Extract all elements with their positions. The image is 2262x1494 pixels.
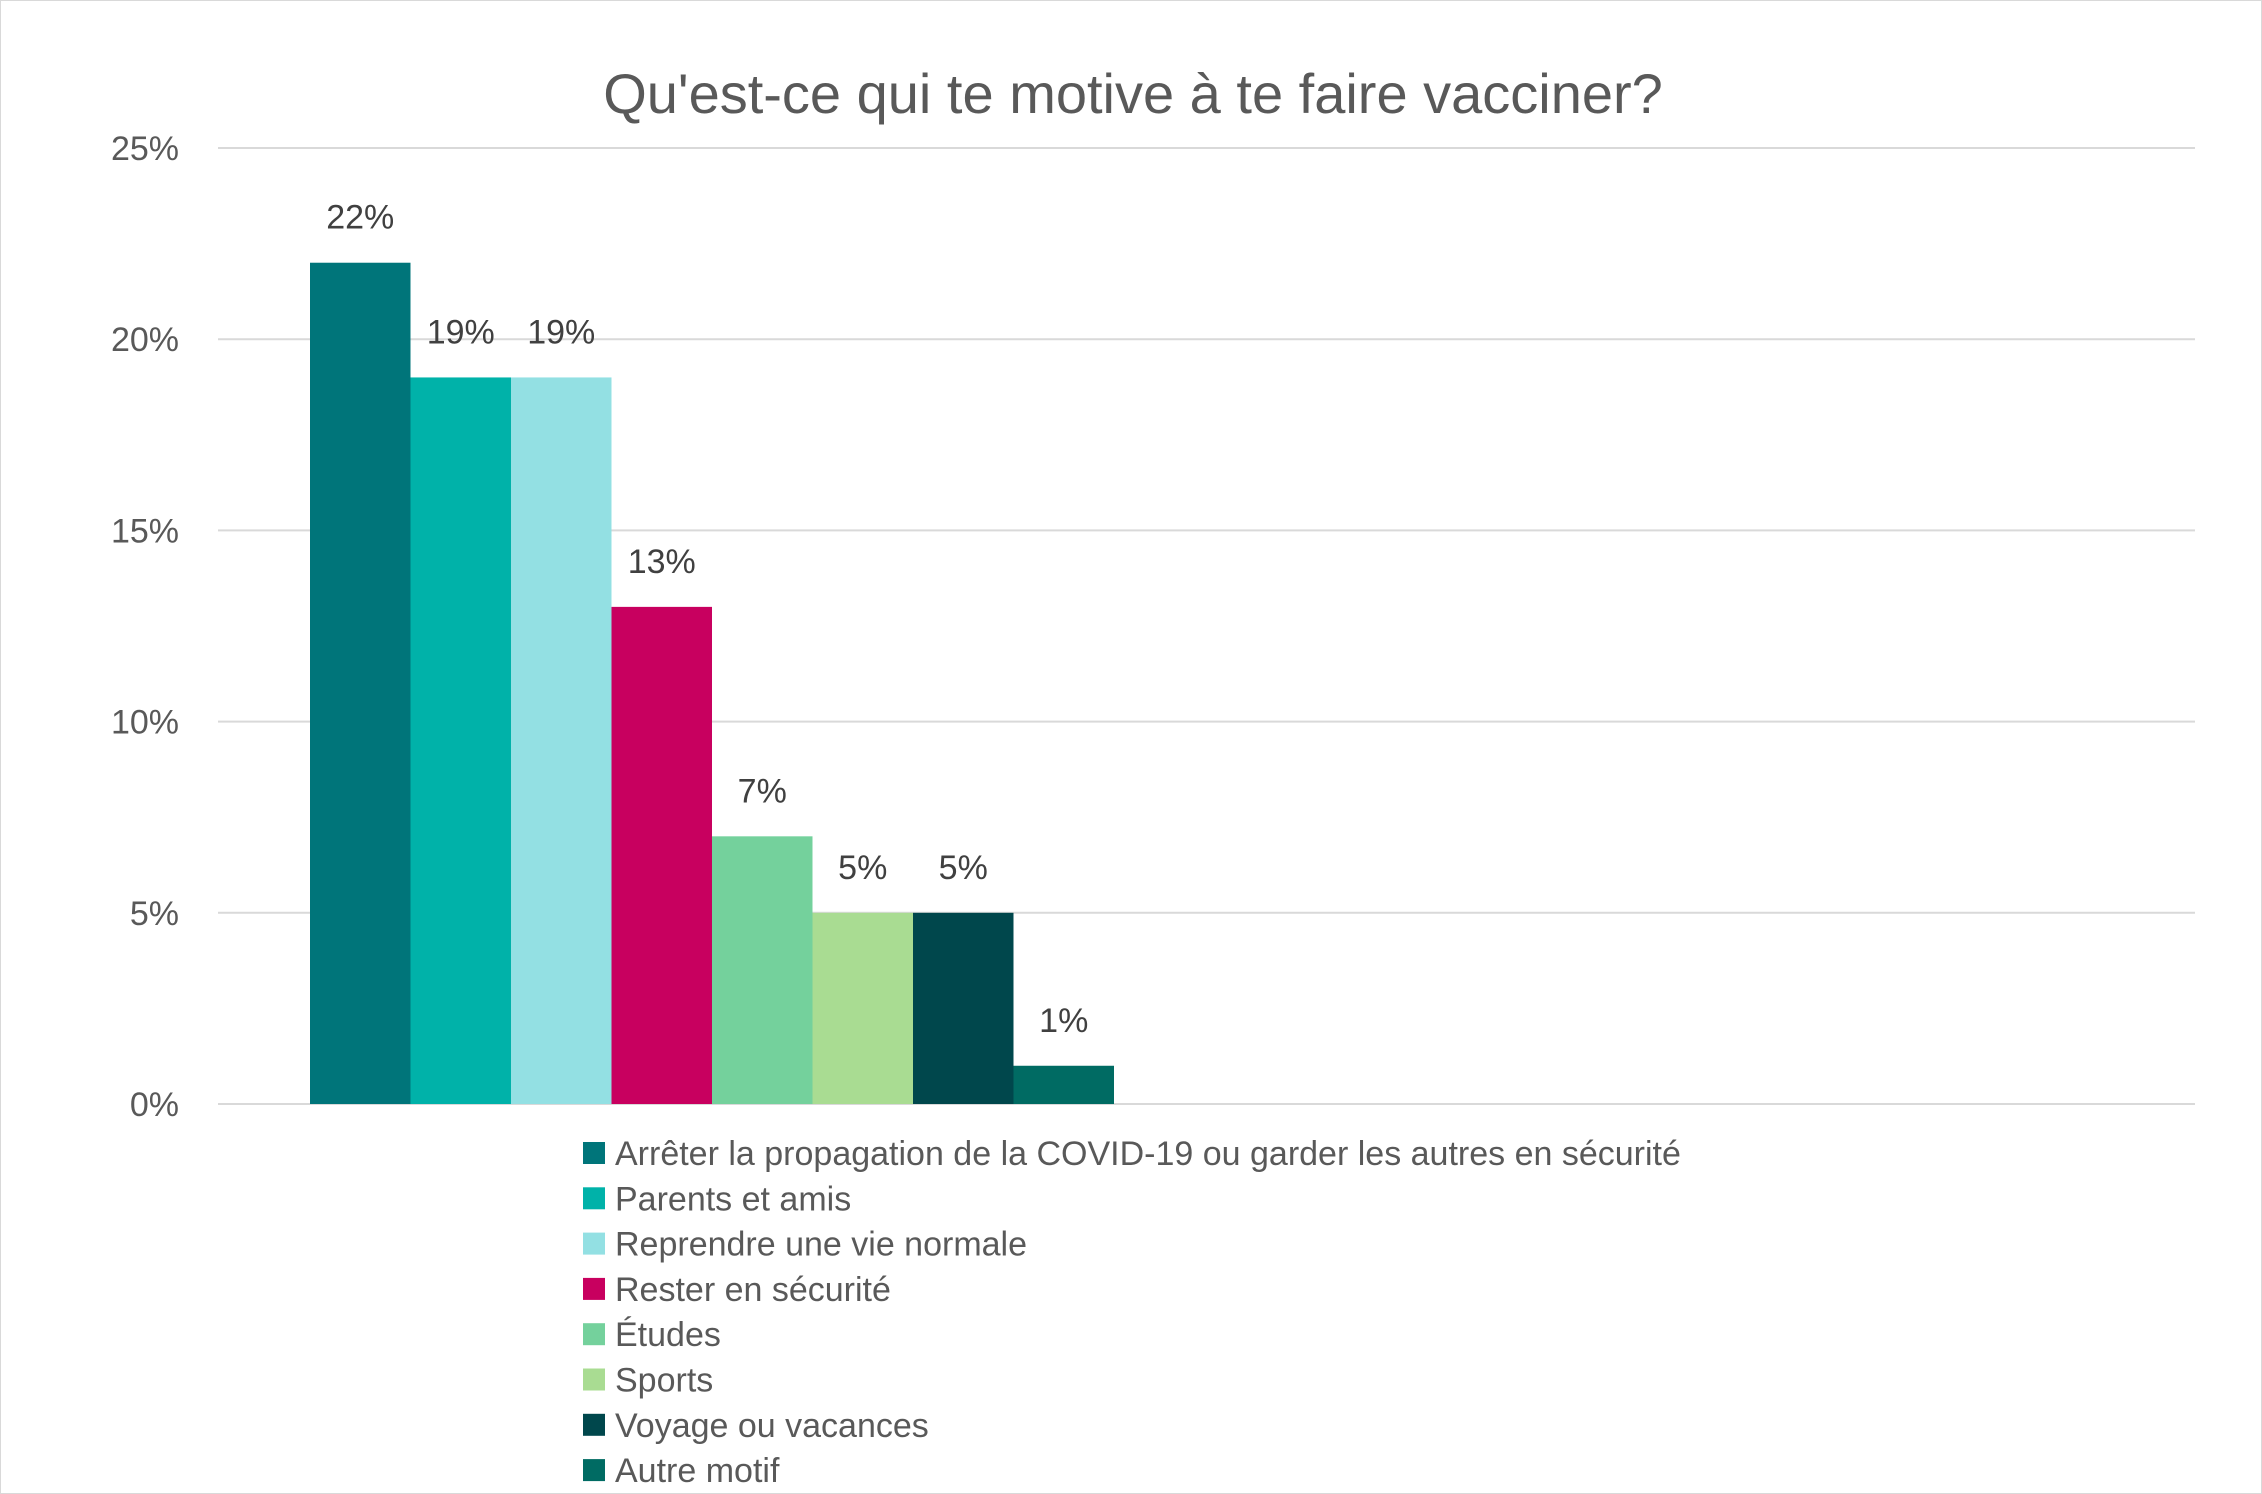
data-label: 19% bbox=[427, 313, 495, 351]
data-label: 7% bbox=[738, 772, 787, 810]
y-tick-label: 20% bbox=[111, 321, 179, 359]
legend-label: Voyage ou vacances bbox=[615, 1407, 929, 1445]
legend-label: Sports bbox=[615, 1362, 713, 1400]
data-label: 5% bbox=[939, 849, 988, 887]
legend-swatch bbox=[583, 1232, 605, 1255]
bars bbox=[310, 262, 1114, 1105]
chart-title: Qu'est-ce qui te motive à te faire vacci… bbox=[603, 62, 1663, 125]
legend-label: Rester en sécurité bbox=[615, 1271, 891, 1309]
legend-label: Études bbox=[615, 1316, 721, 1354]
legend-swatch bbox=[583, 1277, 605, 1300]
y-tick-label: 5% bbox=[130, 895, 179, 933]
bar bbox=[511, 377, 612, 1104]
bar bbox=[712, 836, 813, 1104]
legend-label: Parents et amis bbox=[615, 1180, 851, 1218]
legend-swatch bbox=[583, 1323, 605, 1346]
legend-swatch bbox=[583, 1368, 605, 1391]
legend-swatch bbox=[583, 1459, 605, 1482]
data-label: 5% bbox=[838, 849, 887, 887]
y-tick-label: 10% bbox=[111, 704, 179, 742]
data-labels: 22% 19% 19% 13% 7% 5% 5% 1% bbox=[326, 199, 1088, 1040]
legend-swatch bbox=[583, 1187, 605, 1210]
legend-label: Reprendre une vie normale bbox=[615, 1226, 1027, 1264]
bar bbox=[812, 912, 913, 1104]
legend-swatch bbox=[583, 1413, 605, 1436]
legend-label: Autre motif bbox=[615, 1452, 780, 1490]
bar bbox=[611, 606, 712, 1104]
bar bbox=[310, 262, 411, 1105]
bar bbox=[410, 377, 511, 1104]
legend-swatch bbox=[583, 1142, 605, 1164]
y-axis-ticks: 0% 5% 10% 15% 20% 25% bbox=[111, 130, 179, 1124]
y-tick-label: 15% bbox=[111, 512, 179, 550]
y-tick-label: 0% bbox=[130, 1086, 179, 1124]
y-tick-label: 25% bbox=[111, 130, 179, 168]
bar bbox=[1013, 1065, 1114, 1104]
data-label: 19% bbox=[527, 313, 595, 351]
legend-label: Arrêter la propagation de la COVID-19 ou… bbox=[615, 1135, 1681, 1173]
legend: Arrêter la propagation de la COVID-19 ou… bbox=[583, 1135, 1681, 1490]
data-label: 22% bbox=[326, 199, 394, 237]
bar bbox=[913, 912, 1014, 1104]
data-label: 1% bbox=[1039, 1002, 1088, 1040]
data-label: 13% bbox=[628, 543, 696, 581]
